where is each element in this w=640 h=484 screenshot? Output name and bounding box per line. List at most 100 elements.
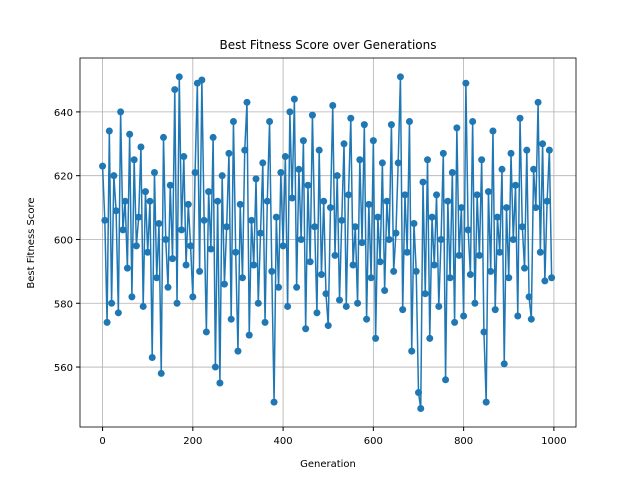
point: [238, 274, 246, 282]
point: [471, 299, 479, 307]
point: [453, 124, 461, 132]
point: [457, 204, 465, 212]
point: [502, 204, 510, 212]
point: [381, 286, 389, 294]
chart-title: Best Fitness Score over Generations: [220, 38, 437, 52]
point: [478, 156, 486, 164]
point: [180, 153, 188, 161]
point: [385, 235, 393, 243]
point: [214, 197, 222, 205]
point: [527, 315, 535, 323]
point: [525, 293, 533, 301]
point: [489, 127, 497, 135]
point: [270, 398, 278, 406]
point: [412, 267, 420, 275]
point: [345, 191, 353, 199]
point: [451, 318, 459, 326]
point: [367, 274, 375, 282]
point: [480, 328, 488, 336]
point: [311, 223, 319, 231]
point: [130, 156, 138, 164]
point: [299, 137, 307, 145]
x-tick-label: 0: [99, 436, 105, 447]
point: [464, 226, 472, 234]
plot-frame: [79, 57, 577, 428]
point: [442, 376, 450, 384]
point: [306, 258, 314, 266]
point: [532, 204, 540, 212]
point: [216, 379, 224, 387]
point: [236, 200, 244, 208]
point: [514, 312, 522, 320]
point: [315, 146, 323, 154]
point: [211, 363, 219, 371]
point: [302, 325, 310, 333]
point: [173, 299, 181, 307]
point: [455, 251, 463, 259]
point: [105, 127, 113, 135]
y-tick-label: 580: [54, 299, 73, 310]
point: [257, 229, 265, 237]
point: [392, 229, 400, 237]
y-tick-label: 600: [54, 235, 73, 246]
point: [430, 261, 438, 269]
point: [171, 86, 179, 94]
point: [500, 360, 508, 368]
x-tick-label: 600: [364, 436, 383, 447]
point: [374, 213, 382, 221]
point: [189, 293, 197, 301]
point: [277, 168, 285, 176]
point: [405, 117, 413, 125]
point: [507, 149, 515, 157]
point: [518, 223, 526, 231]
point: [460, 312, 468, 320]
point: [417, 405, 425, 413]
point: [401, 191, 409, 199]
point: [317, 271, 325, 279]
point: [543, 197, 551, 205]
point: [534, 98, 542, 106]
point: [150, 168, 158, 176]
point: [396, 73, 404, 81]
point: [155, 220, 163, 228]
point: [437, 235, 445, 243]
point: [308, 111, 316, 119]
point: [286, 108, 294, 116]
point: [410, 220, 418, 228]
point: [132, 242, 140, 250]
point: [178, 226, 186, 234]
point: [254, 299, 262, 307]
point: [279, 242, 287, 250]
point: [351, 223, 359, 231]
point: [117, 108, 125, 116]
point: [112, 207, 120, 215]
point: [329, 102, 337, 110]
point: [372, 334, 380, 342]
point: [369, 137, 377, 145]
point: [512, 181, 520, 189]
point: [135, 213, 143, 221]
point: [394, 159, 402, 167]
point: [144, 248, 152, 256]
point: [293, 283, 301, 291]
point: [347, 114, 355, 122]
point: [378, 159, 386, 167]
point: [331, 251, 339, 259]
point: [245, 331, 253, 339]
point: [342, 302, 350, 310]
point: [466, 271, 474, 279]
point: [426, 334, 434, 342]
point: [261, 318, 269, 326]
point: [349, 261, 357, 269]
point: [184, 200, 192, 208]
point: [252, 175, 260, 183]
point: [498, 165, 506, 173]
point: [421, 290, 429, 298]
point: [541, 277, 549, 285]
y-tick-label: 620: [54, 172, 73, 183]
point: [281, 153, 289, 161]
point: [424, 156, 432, 164]
point: [159, 133, 167, 141]
point: [121, 197, 129, 205]
